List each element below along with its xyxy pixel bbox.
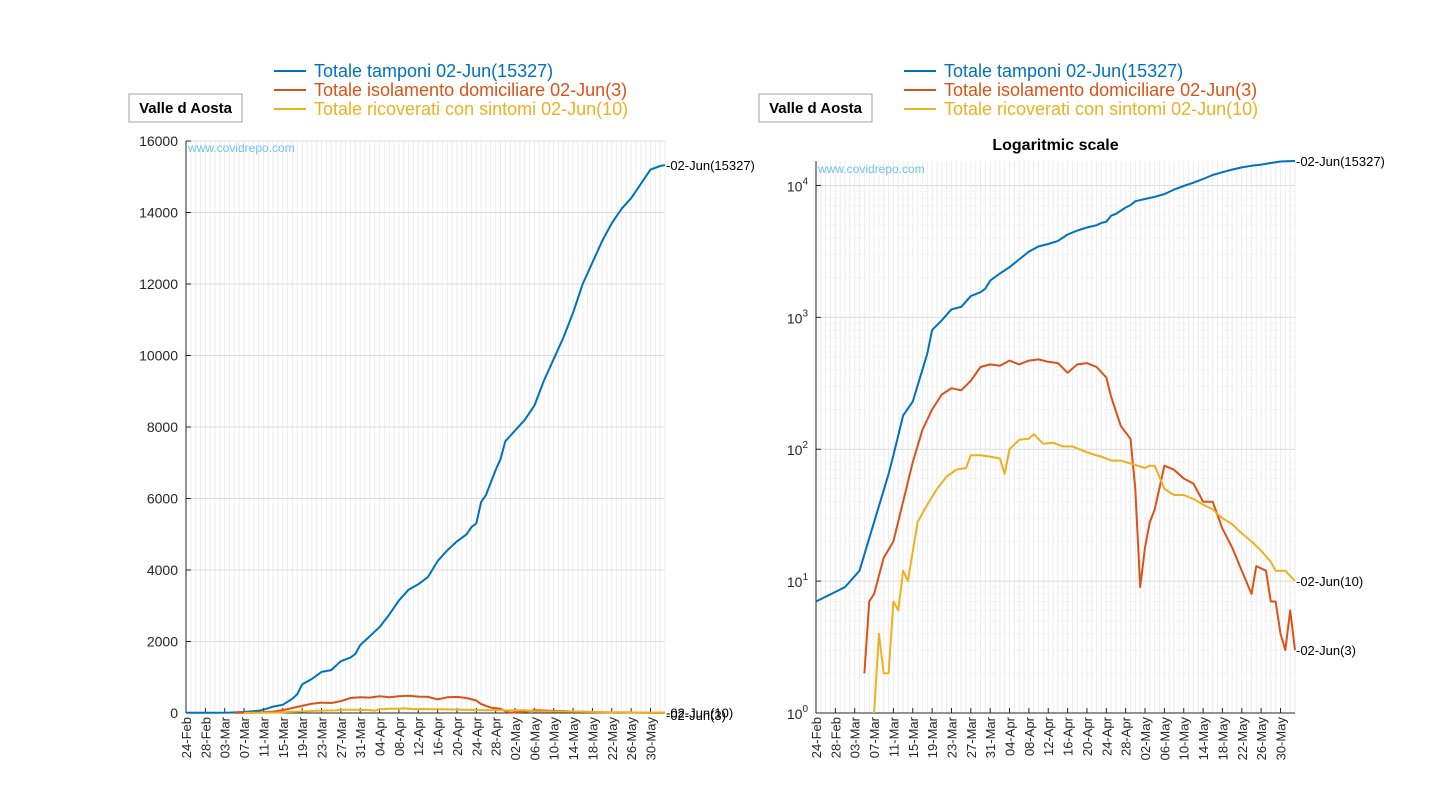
chart-title: Logaritmic scale [992,137,1118,154]
x-tick-label: 22-May [605,717,620,761]
x-tick-label: 14-May [566,717,581,761]
x-tick-label: 27-Mar [964,716,979,758]
end-label-0: -02-Jun(15327) [666,158,755,173]
x-tick-label: 19-Mar [925,716,940,758]
x-tick-label: 02-May [1138,717,1153,761]
end-label-2: -02-Jun(10) [1296,574,1363,589]
x-tick-label: 26-May [1254,717,1269,761]
y-tick-label: 16000 [139,133,178,149]
x-tick-label: 04-Apr [373,716,388,756]
x-tick-label: 10-May [547,717,562,761]
end-label-1: -02-Jun(3) [666,708,726,723]
x-tick-label: 11-Mar [256,716,271,757]
legend-entry-1: Totale isolamento domiciliare 02-Jun(3) [944,80,1257,100]
end-label-1: -02-Jun(3) [1296,643,1356,658]
x-tick-label: 02-May [508,717,523,761]
y-tick-label: 101 [787,572,809,590]
x-tick-label: 24-Feb [179,717,194,758]
x-tick-label: 15-Mar [276,716,291,758]
legend-entry-0: Totale tamponi 02-Jun(15327) [944,61,1183,81]
y-tick-label: 10000 [139,348,178,364]
x-tick-label: 23-Mar [314,716,329,758]
x-tick-label: 24-Feb [809,717,824,758]
region-label-box [758,93,873,123]
x-tick-label: 22-May [1235,717,1250,761]
y-tick-label: 104 [787,176,809,194]
x-tick-label: 06-May [527,717,542,761]
x-tick-label: 10-May [1177,717,1192,761]
x-tick-label: 08-Apr [392,716,407,756]
y-tick-label: 103 [787,308,809,326]
legend-entry-2: Totale ricoverati con sintomi 02-Jun(10) [314,99,628,119]
chart-log: 100 101 102 103 104 24-Feb 28-Feb 03-Mar 07-Mar 1… [758,61,1385,761]
x-tick-label: 23-Mar [944,716,959,758]
x-tick-label: 27-Mar [334,716,349,758]
x-tick-label: 04-Apr [1003,716,1018,756]
y-tick-label: 8000 [147,419,178,435]
y-tick-label: 100 [787,704,809,722]
x-tick-label: 28-Feb [828,717,843,758]
x-tick-label: 12-Apr [411,716,426,756]
legend-entry-1: Totale isolamento domiciliare 02-Jun(3) [314,80,627,100]
x-tick-label: 15-Mar [906,716,921,758]
y-tick-label: 14000 [139,205,178,221]
region-label: Valle d Aosta [769,100,862,117]
series-line-2 [873,433,1296,714]
x-tick-label: 12-Apr [1041,716,1056,756]
watermark: www.covidrepo.com [187,141,295,155]
x-tick-label: 16-Apr [1061,716,1076,756]
legend-entry-0: Totale tamponi 02-Jun(15327) [314,61,553,81]
x-tick-label: 03-Mar [218,716,233,758]
y-tick-label: 102 [787,440,809,458]
x-tick-label: 03-Mar [848,716,863,758]
x-tick-label: 24-Apr [1099,716,1114,756]
x-tick-label: 24-Apr [469,716,484,756]
y-tick-label: 0 [170,705,178,721]
end-label-2: -02-Jun(10) [666,706,733,721]
region-label: Valle d Aosta [139,100,232,117]
watermark: www.covidrepo.com [817,162,925,176]
chart-linear: 0 2000 4000 6000 8000 10000 12000 14000 16000 24-… [128,61,755,761]
x-tick-label: 31-Mar [353,716,368,758]
series-line-1 [863,358,1296,674]
x-tick-label: 30-May [643,717,658,761]
y-tick-label: 12000 [139,276,178,292]
x-tick-label: 07-Mar [867,716,882,758]
y-tick-label: 4000 [147,562,178,578]
x-tick-label: 26-May [624,717,639,761]
x-tick-label: 20-Apr [1080,716,1095,756]
y-tick-label: 2000 [147,634,178,650]
x-tick-label: 18-May [1215,717,1230,761]
y-tick-label: 6000 [147,491,178,507]
x-tick-label: 20-Apr [450,716,465,756]
x-tick-label: 18-May [585,717,600,761]
x-tick-label: 11-Mar [886,716,901,757]
region-label-box [128,93,243,123]
legend-entry-2: Totale ricoverati con sintomi 02-Jun(10) [944,99,1258,119]
x-tick-label: 28-Feb [198,717,213,758]
series-line-2 [244,707,665,714]
series-line-0 [186,164,666,714]
x-tick-label: 28-Apr [1119,716,1134,756]
x-tick-label: 19-Mar [295,716,310,758]
x-tick-label: 14-May [1196,717,1211,761]
series-line-0 [815,160,1296,603]
x-tick-label: 31-Mar [983,716,998,758]
x-tick-label: 08-Apr [1022,716,1037,756]
x-tick-label: 06-May [1157,717,1172,761]
x-tick-label: 16-Apr [431,716,446,756]
plot-area [816,161,1295,713]
x-tick-label: 28-Apr [489,716,504,756]
x-tick-label: 30-May [1273,717,1288,761]
x-tick-label: 07-Mar [237,716,252,758]
end-label-0: -02-Jun(15327) [1296,154,1385,169]
